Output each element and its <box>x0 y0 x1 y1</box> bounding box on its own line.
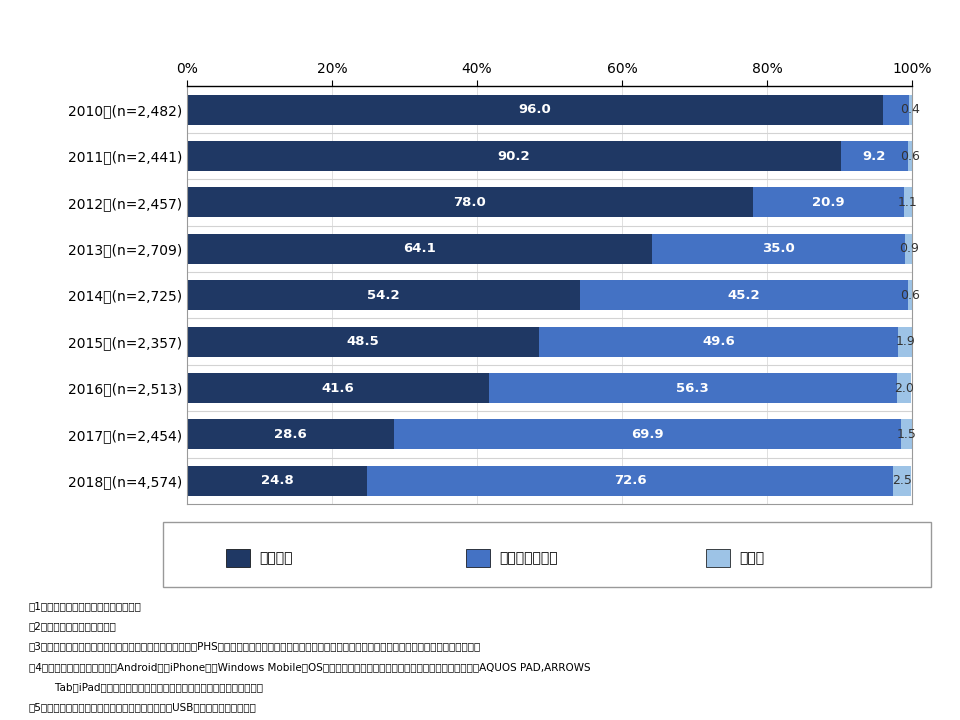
Bar <box>883 94 909 125</box>
Bar <box>367 466 893 496</box>
Text: その他: その他 <box>739 551 764 565</box>
Text: 45.2: 45.2 <box>728 289 760 302</box>
Text: 注4：「スマートフォン」は「Android」「iPhone」「Windows MobileがOSのもの」「シニア向けスマートフォン」「タブレット（AQUOS P: 注4：「スマートフォン」は「Android」「iPhone」「Windows M… <box>29 662 590 672</box>
Text: 56.3: 56.3 <box>677 382 709 395</box>
Text: 注1：スマホ・ケータイ所有者が回答。: 注1：スマホ・ケータイ所有者が回答。 <box>29 601 142 611</box>
Bar <box>901 419 912 449</box>
Text: 54.2: 54.2 <box>368 289 400 302</box>
Text: 72.6: 72.6 <box>613 474 646 487</box>
Text: 9.2: 9.2 <box>863 150 886 163</box>
Bar <box>897 373 911 403</box>
Text: ケータイ: ケータイ <box>259 551 293 565</box>
Text: 注3：「ケータイ」は「シニア向け以外の従来のケータイ（PHSまたはいわゆるガラケー）」「シニア向けの従来のケータイ（らくらくホンなど）」の合計。: 注3：「ケータイ」は「シニア向け以外の従来のケータイ（PHSまたはいわゆるガラケ… <box>29 642 481 652</box>
Text: 35.0: 35.0 <box>762 243 795 256</box>
Text: 0.9: 0.9 <box>899 243 919 256</box>
Text: 0.4: 0.4 <box>900 103 921 116</box>
Bar <box>489 373 897 403</box>
Bar <box>841 141 907 171</box>
Bar <box>907 141 912 171</box>
Bar <box>539 327 899 356</box>
Text: 2.0: 2.0 <box>894 382 914 395</box>
Bar <box>187 373 489 403</box>
Text: 90.2: 90.2 <box>498 150 530 163</box>
Bar <box>187 280 580 310</box>
Text: 1.5: 1.5 <box>897 428 917 441</box>
Text: 28.6: 28.6 <box>275 428 307 441</box>
Text: 64.1: 64.1 <box>403 243 436 256</box>
Text: 78.0: 78.0 <box>453 196 487 209</box>
Bar <box>187 466 367 496</box>
Text: スマートフォン: スマートフォン <box>499 551 558 565</box>
Bar <box>909 94 912 125</box>
Bar <box>904 187 912 217</box>
Text: 0.6: 0.6 <box>900 289 920 302</box>
Bar <box>652 234 905 264</box>
Text: 24.8: 24.8 <box>261 474 294 487</box>
Text: 69.9: 69.9 <box>632 428 664 441</box>
Bar <box>187 419 395 449</box>
Bar <box>893 466 911 496</box>
Bar <box>905 234 912 264</box>
Text: 注5：「その他」は「モバイルルータ、データ通信USB」「その他」の合計。: 注5：「その他」は「モバイルルータ、データ通信USB」「その他」の合計。 <box>29 702 256 712</box>
Bar <box>580 280 907 310</box>
Bar <box>753 187 904 217</box>
Bar <box>395 419 901 449</box>
Bar <box>187 187 753 217</box>
Bar <box>187 327 539 356</box>
Text: 49.6: 49.6 <box>702 335 734 348</box>
Text: 48.5: 48.5 <box>347 335 379 348</box>
Bar <box>187 234 652 264</box>
Bar <box>907 280 912 310</box>
Text: 96.0: 96.0 <box>518 103 551 116</box>
Bar <box>899 327 912 356</box>
Bar <box>187 141 841 171</box>
Text: Tab，iPadなどで、通信回線契約をしているものに限る）」の合計。: Tab，iPadなどで、通信回線契約をしているものに限る）」の合計。 <box>29 682 263 692</box>
Text: 0.6: 0.6 <box>900 150 920 163</box>
Text: 2.5: 2.5 <box>892 474 912 487</box>
Text: 注2：「わからない」を除く。: 注2：「わからない」を除く。 <box>29 621 117 631</box>
Text: 1.1: 1.1 <box>899 196 918 209</box>
Text: 41.6: 41.6 <box>322 382 354 395</box>
Text: 20.9: 20.9 <box>812 196 845 209</box>
Text: 1.9: 1.9 <box>896 335 915 348</box>
Bar <box>187 94 883 125</box>
